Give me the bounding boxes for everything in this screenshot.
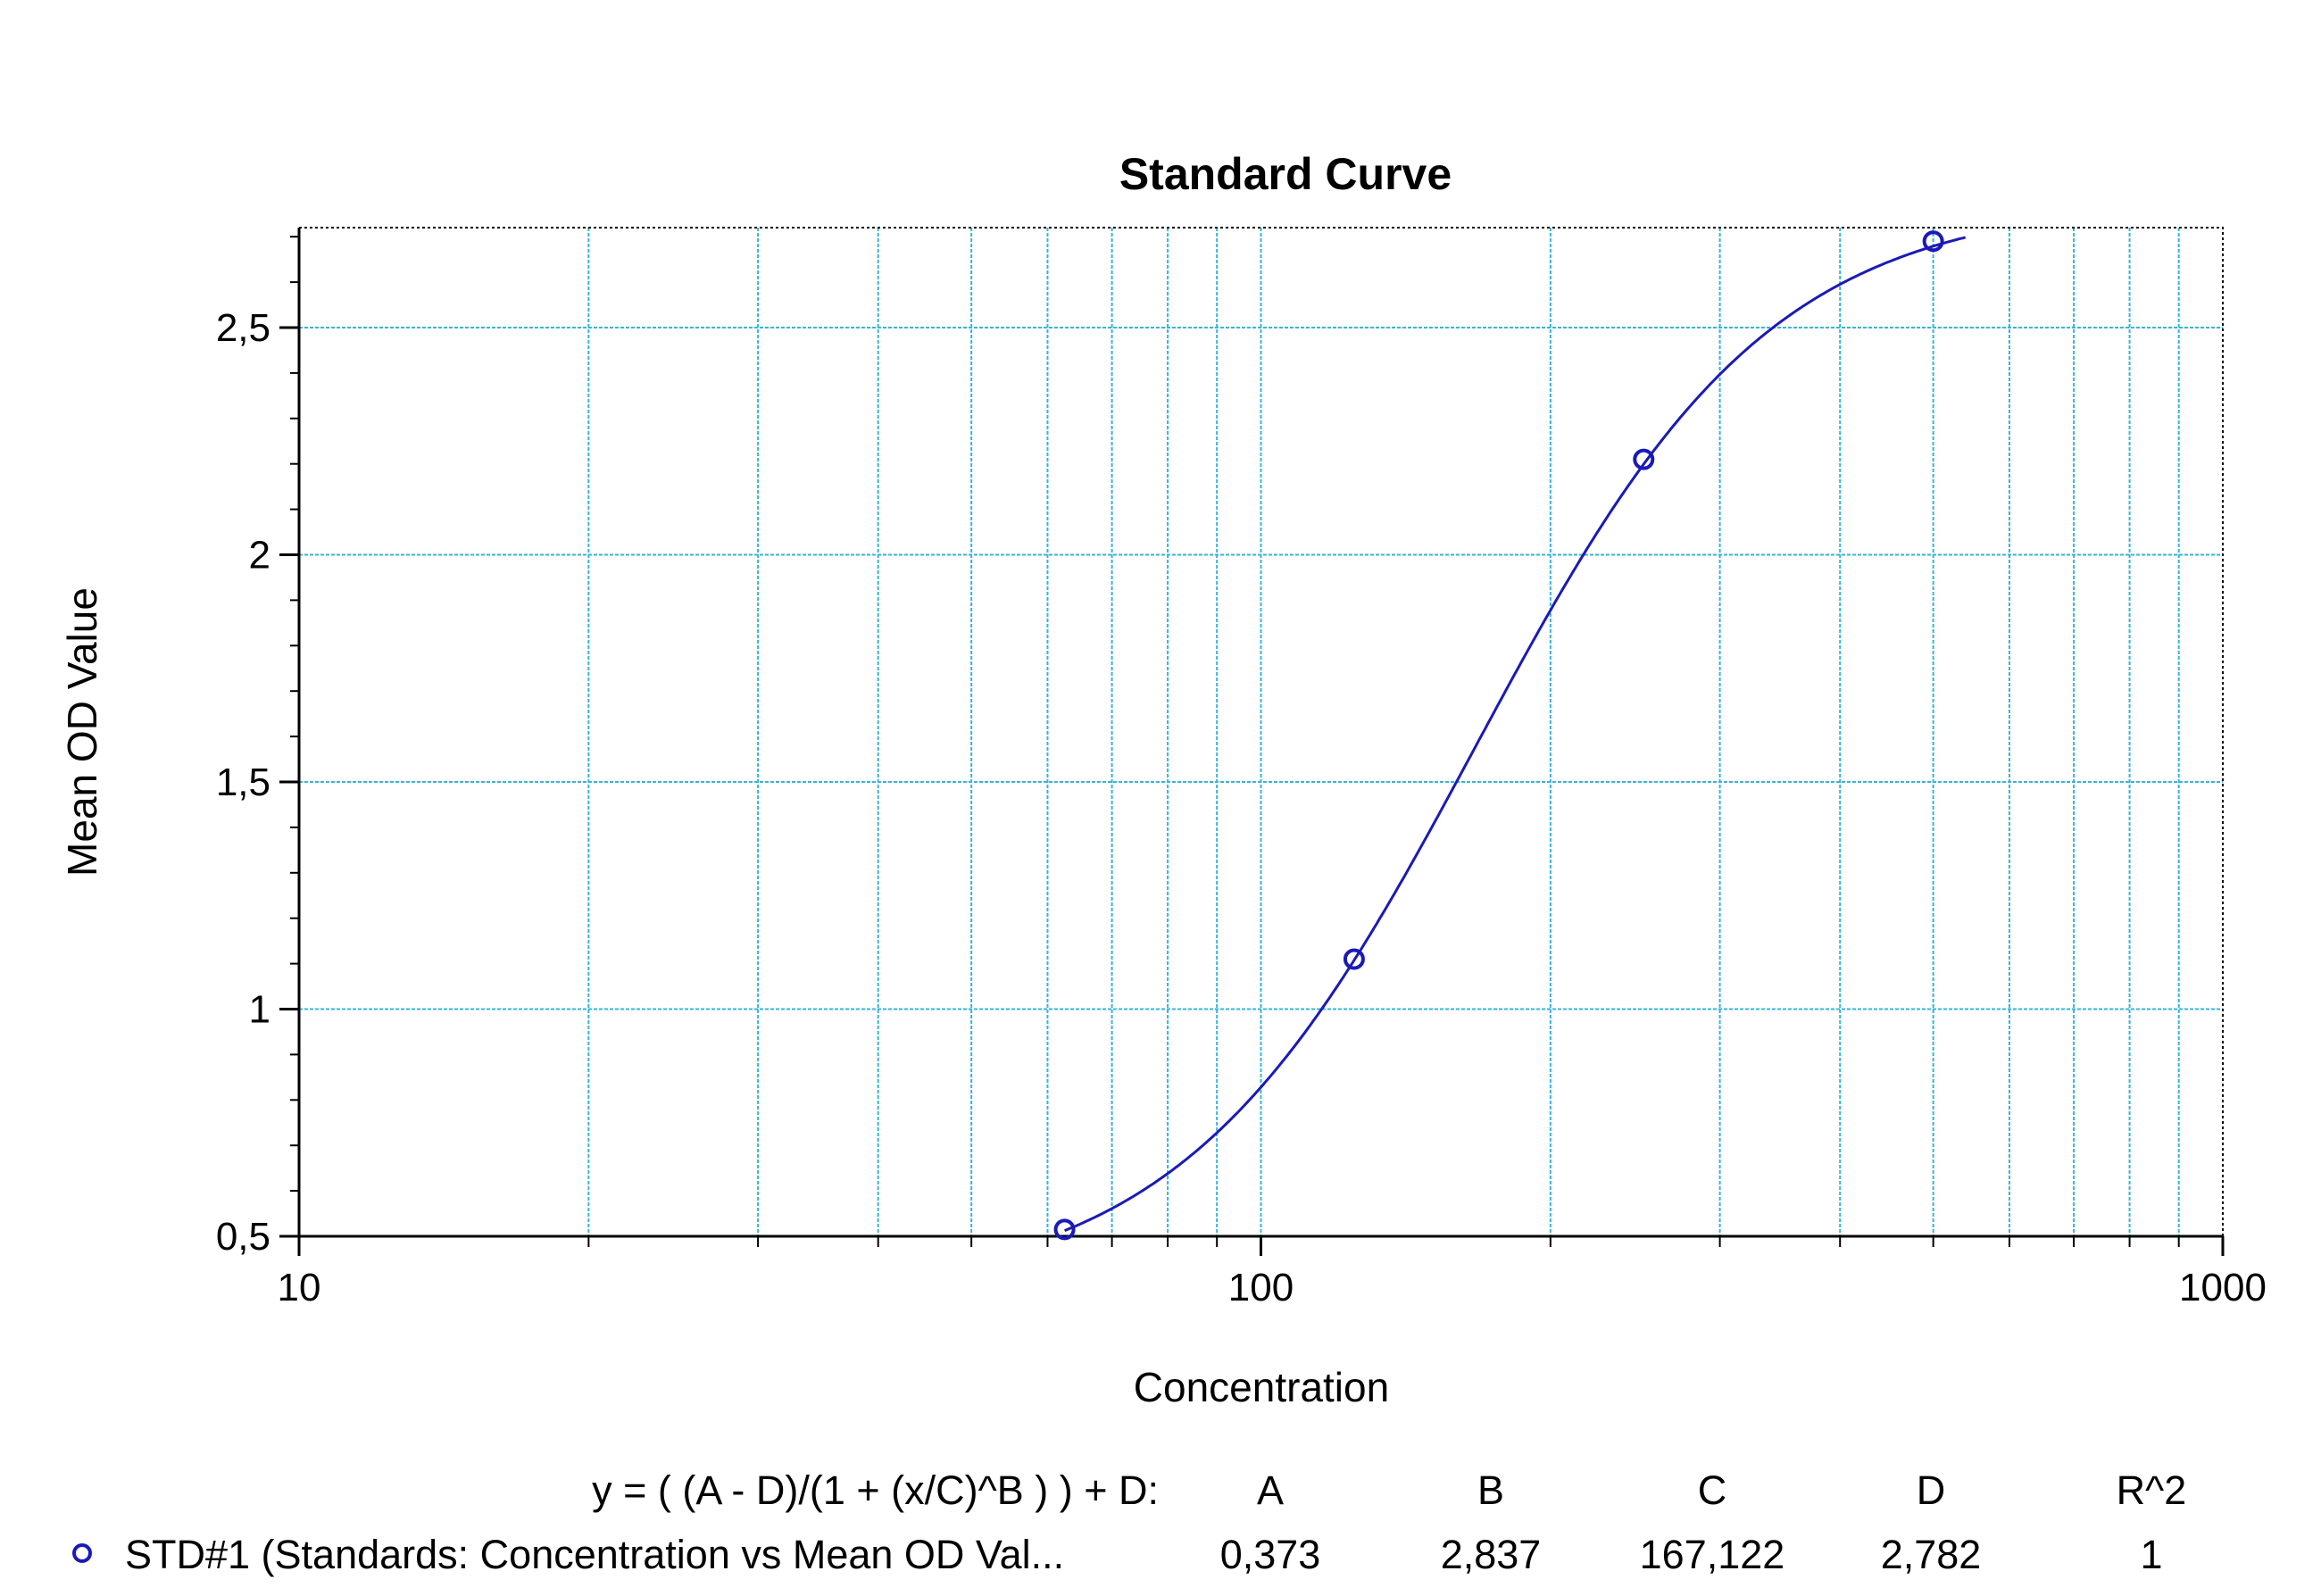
y-axis-label: Mean OD Value [59, 587, 105, 877]
grid-layer [299, 228, 2223, 1236]
x-tick-label: 10 [278, 1266, 321, 1309]
fit-param-header: D [1917, 1467, 1946, 1513]
data-point [1343, 948, 1365, 970]
fit-param-value: 0,373 [1220, 1532, 1321, 1577]
fit-param-value: 2,837 [1441, 1532, 1542, 1577]
fit-param-value: 1 [2140, 1532, 2162, 1577]
axis-layer: 0,5 1 1,5 2 2,5 10 100 1000 [216, 228, 2267, 1309]
data-point [1053, 1218, 1076, 1241]
y-tick-label: 0,5 [216, 1215, 270, 1259]
legend: y = ( (A - D)/(1 + (x/C)^B ) ) + D: A B C D… [72, 1467, 2186, 1577]
x-tick-label: 100 [1228, 1266, 1294, 1309]
fit-param-header: A [1257, 1467, 1284, 1513]
fit-curve [1064, 236, 1967, 1233]
legend-headers: A B C D R^2 [1257, 1467, 2186, 1513]
fit-equation: y = ( (A - D)/(1 + (x/C)^B ) ) + D: [592, 1467, 1159, 1513]
fit-param-value: 167,122 [1640, 1532, 1785, 1577]
x-tick-label: 1000 [2179, 1266, 2267, 1309]
y-tick-label: 1 [249, 987, 270, 1031]
data-point [1922, 230, 1944, 253]
points-layer [1053, 230, 1944, 1241]
chart-title: Standard Curve [1119, 149, 1452, 199]
x-axis-label: Concentration [1134, 1364, 1389, 1410]
fit-param-header: R^2 [2117, 1467, 2187, 1513]
legend-marker-icon [72, 1543, 92, 1563]
y-tick-label: 2 [249, 533, 270, 577]
legend-values: 0,373 2,837 167,122 2,782 1 [1220, 1532, 2163, 1577]
y-tick-label: 2,5 [216, 306, 270, 350]
fit-param-value: 2,782 [1881, 1532, 1982, 1577]
legend-series-name: STD#1 (Standards: Concentration vs Mean … [125, 1532, 1064, 1577]
data-point [1633, 448, 1655, 470]
fit-param-header: B [1477, 1467, 1504, 1513]
fit-param-header: C [1698, 1467, 1727, 1513]
y-tick-label: 1,5 [216, 761, 270, 804]
